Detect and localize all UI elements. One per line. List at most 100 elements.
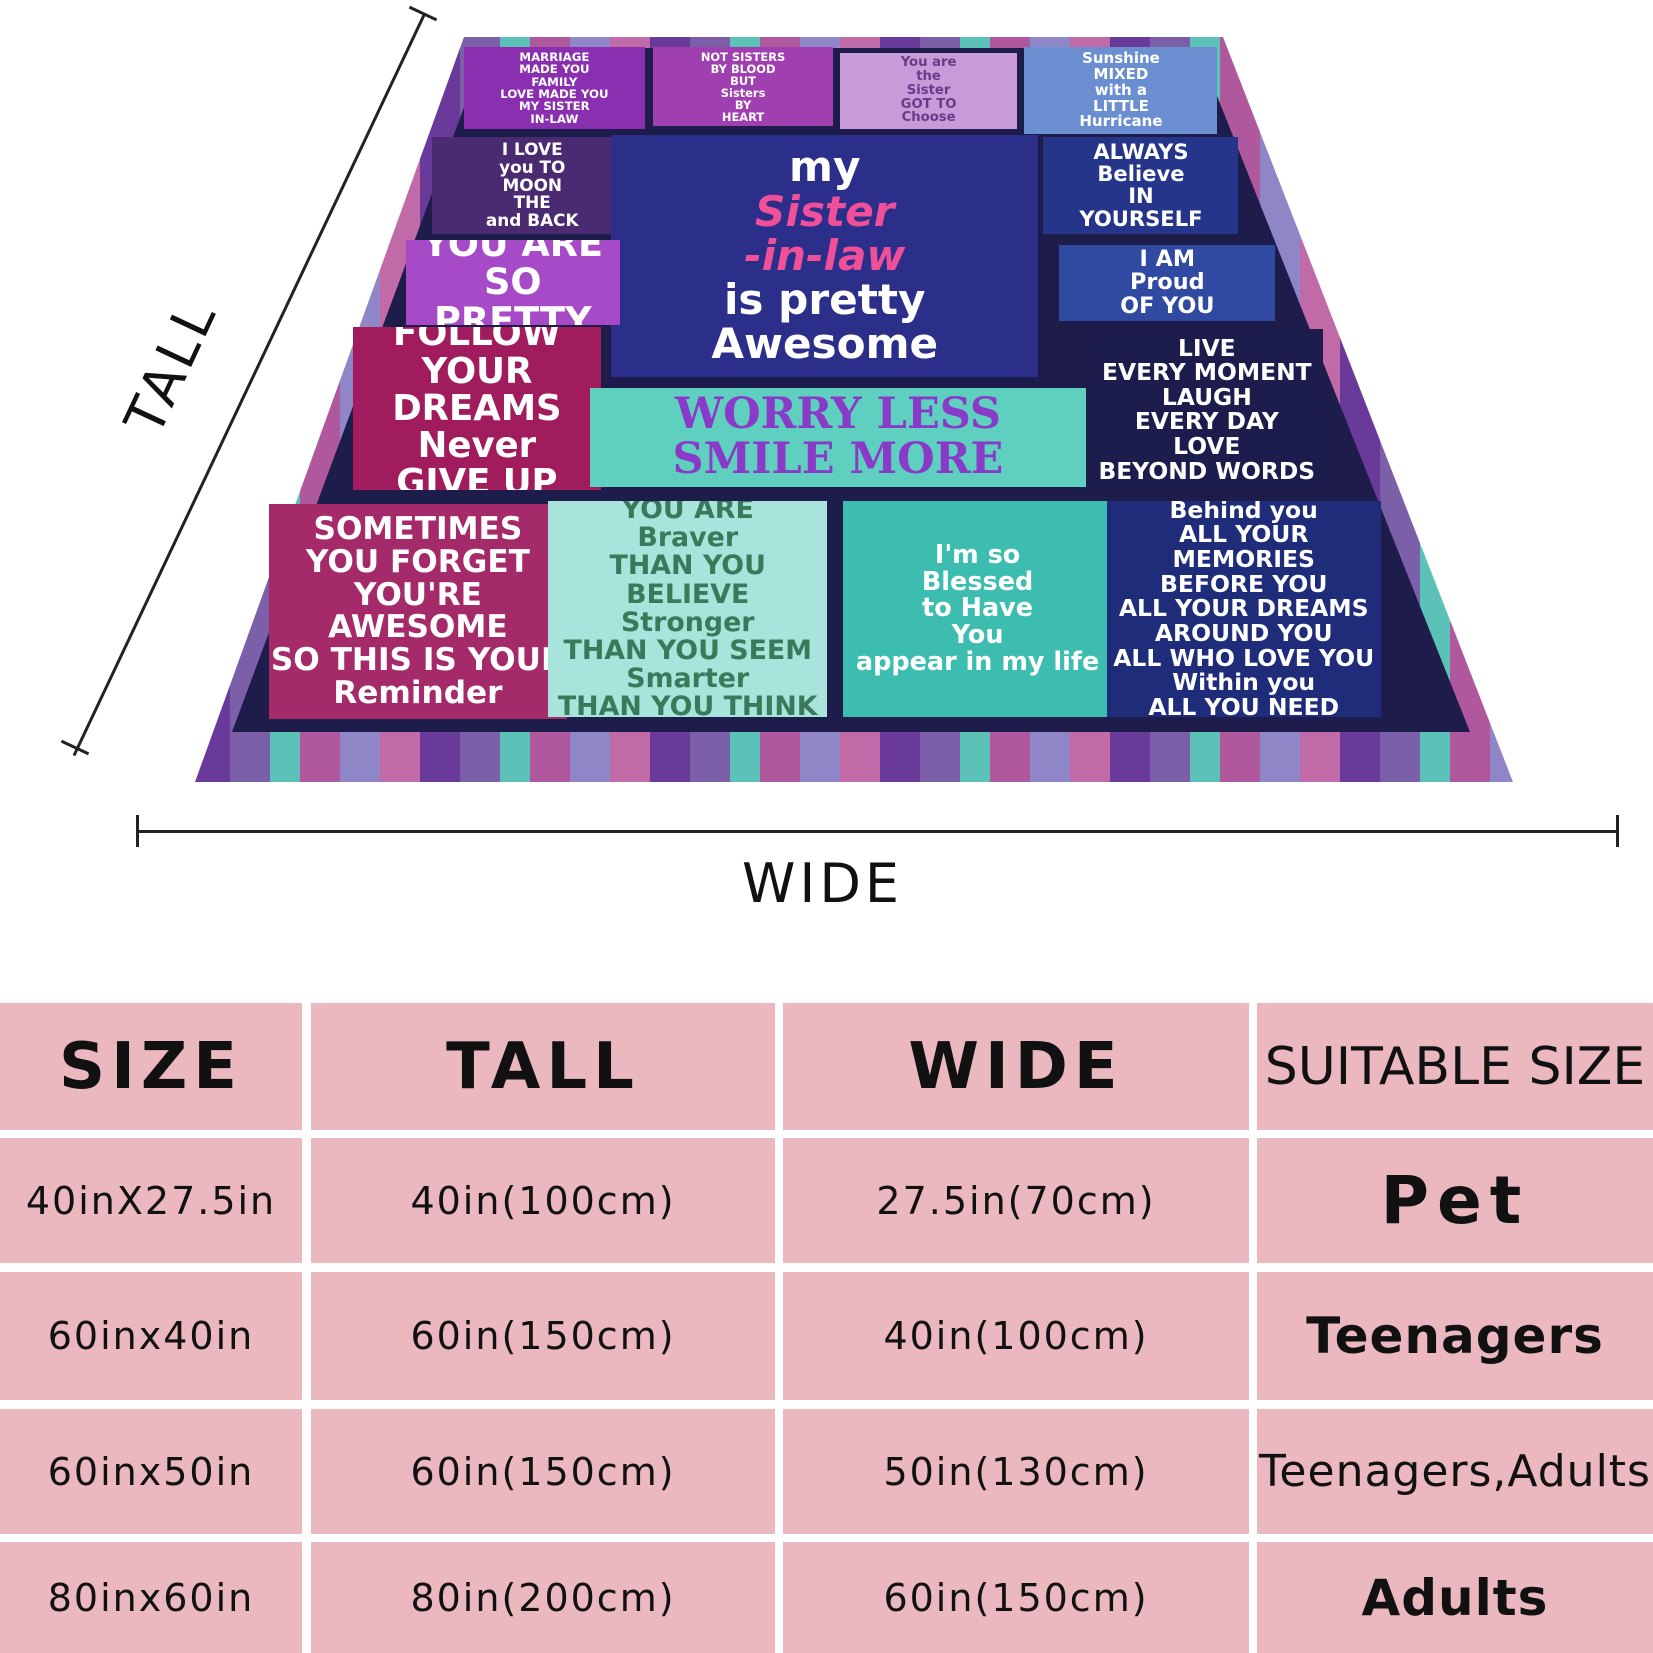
tile-text: ALWAYS <box>1093 139 1189 165</box>
tile-text: you TO <box>499 156 566 177</box>
blanket-quote-tile: MARRIAGE MADE YOU FAMILY LOVE MADE YOU MY SI… <box>463 47 646 129</box>
tile-text: LIVE <box>1178 333 1236 362</box>
tile-text: BEFORE YOU <box>1160 569 1328 598</box>
table-cell: 80in(200cm) <box>311 1542 775 1653</box>
tile-text: appear in my life <box>855 646 1100 677</box>
blanket-quote-tile: ALWAYS Believe IN YOURSELF <box>1043 137 1239 234</box>
tile-text: FOLLOW YOUR <box>393 326 561 392</box>
tile-text: Sister <box>755 186 895 236</box>
tile-text: MIXED <box>1093 64 1149 83</box>
tile-text: my <box>789 142 861 192</box>
tile-text: MY SISTER <box>519 99 590 114</box>
tile-text: Smarter <box>626 663 750 695</box>
tile-text: and BACK <box>485 210 579 231</box>
tile-text: SO PRETTY <box>433 260 592 325</box>
table-cell: 60inx40in <box>0 1272 302 1400</box>
tile-text: MARRIAGE <box>519 49 590 64</box>
tile-text: Sunshine <box>1082 49 1160 68</box>
blanket-quote-tile: WORRY LESS SMILE MORE <box>590 387 1086 487</box>
table-cell: 40in(100cm) <box>311 1138 775 1263</box>
tile-text: THAN YOU BELIEVE <box>609 550 766 610</box>
blanket-quote-tile: I LOVE you TO MOON THE and BACK <box>432 137 633 234</box>
table-cell: 60in(150cm) <box>311 1409 775 1534</box>
table-header-cell: SIZE <box>0 1003 302 1130</box>
tile-text: LOVE <box>1173 432 1241 460</box>
blanket-quote-tile: FOLLOW YOUR DREAMS Never GIVE UP <box>353 326 601 491</box>
tile-text: BY BLOOD <box>710 61 776 76</box>
tile-text: with a <box>1094 80 1148 99</box>
tile-text: LITTLE <box>1093 96 1149 115</box>
tile-text: Reminder <box>333 674 503 711</box>
tile-text: the <box>916 68 941 84</box>
blanket-quote-tile: Behind you ALL YOUR MEMORIES BEFORE YOU ALL… <box>1106 500 1381 717</box>
tile-text: You <box>951 620 1004 651</box>
wide-label: WIDE <box>742 852 904 915</box>
table-cell: 60in(150cm) <box>783 1542 1249 1653</box>
tile-text: Never <box>417 425 537 467</box>
table-cell: 60inx50in <box>0 1409 302 1534</box>
blanket-quote-tile: Sunshine MIXED with a LITTLE Hurricane <box>1024 47 1218 134</box>
tile-text: Believe <box>1097 161 1185 187</box>
blanket-quote-tile: I AM Proud OF YOU <box>1059 244 1276 322</box>
tile-text: Stronger <box>620 606 755 638</box>
tile-text: IN-LAW <box>530 111 579 126</box>
tile-text: EVERY MOMENT <box>1102 358 1312 387</box>
tile-text: DREAMS <box>392 387 562 429</box>
table-header-cell: SUITABLE SIZE <box>1257 1003 1653 1130</box>
tile-text: MADE YOU <box>519 62 590 77</box>
tile-text: FAMILY <box>531 74 578 89</box>
tile-text: ALL YOUR MEMORIES <box>1172 520 1315 574</box>
tile-text: BUT <box>730 73 756 88</box>
tile-text: OF YOU <box>1120 292 1215 319</box>
tile-text: SOMETIMES <box>313 511 523 548</box>
table-cell: Pet <box>1257 1138 1653 1263</box>
tile-text: Hurricane <box>1079 112 1163 131</box>
blanket-quote-tile: You are the Sister GOT TO Choose <box>840 52 1018 129</box>
tile-text: I'm so <box>934 539 1021 570</box>
tile-text: SMILE MORE <box>672 434 1004 485</box>
tile-text: Proud <box>1130 269 1205 296</box>
blanket-quote-tile: YOU ARE Braver THAN YOU BELIEVE Stronger THA… <box>548 500 828 717</box>
tile-text: YOU'RE <box>353 576 482 613</box>
table-cell: Teenagers <box>1257 1272 1653 1400</box>
tile-text: THAN YOU THINK <box>557 691 818 717</box>
tile-text: Awesome <box>711 319 939 369</box>
tile-text: BEYOND WORDS <box>1098 456 1316 485</box>
tile-text: YOU FORGET <box>305 543 530 580</box>
tile-text: to Have <box>922 593 1034 624</box>
tile-text: IN <box>1128 183 1154 209</box>
table-cell: 80inx60in <box>0 1542 302 1653</box>
tile-text: Behind you <box>1169 500 1318 524</box>
tile-text: You are <box>900 54 957 70</box>
tile-text: LOVE MADE YOU <box>500 87 609 101</box>
tile-text: AWESOME <box>328 609 508 646</box>
tile-text: MOON <box>502 174 563 195</box>
tile-text: GIVE UP <box>396 462 558 491</box>
table-cell: 27.5in(70cm) <box>783 1138 1249 1263</box>
tile-text: THAN YOU SEEM <box>563 634 812 666</box>
blanket-quote-tile: my Sister -in-law is pretty Awesome <box>611 134 1039 378</box>
tile-text: -in-law <box>744 230 906 280</box>
tile-text: ALL WHO LOVE YOU <box>1113 643 1375 672</box>
tile-text: Braver <box>637 522 739 554</box>
tile-text: SO THIS IS YOUR <box>270 642 565 678</box>
blanket-quote-tile: YOU ARE SO PRETTY <box>405 240 620 325</box>
table-cell: 50in(130cm) <box>783 1409 1249 1534</box>
table-header-cell: TALL <box>311 1003 775 1130</box>
tile-text: I AM <box>1139 245 1196 272</box>
tile-text: NOT SISTERS <box>700 49 786 64</box>
tile-text: HEART <box>721 109 765 124</box>
table-cell: Teenagers,Adults <box>1257 1409 1653 1534</box>
tile-text: YOURSELF <box>1079 205 1203 231</box>
table-cell: 40inX27.5in <box>0 1138 302 1263</box>
table-header-cell: WIDE <box>783 1003 1249 1130</box>
tile-text: WORRY LESS <box>674 389 1002 440</box>
table-cell: 40in(100cm) <box>783 1272 1249 1400</box>
tile-text: YOU ARE <box>621 500 754 525</box>
tile-text: ALL YOU NEED <box>1148 692 1340 717</box>
tall-label: TALL <box>112 288 230 445</box>
blanket-quote-tile: LIVE EVERY MOMENT LAUGH EVERY DAY LOVE BEYOND… <box>1090 328 1323 491</box>
tile-text: AROUND YOU <box>1154 619 1333 647</box>
tile-text: Sisters <box>720 85 766 100</box>
tile-text: BY <box>734 97 752 112</box>
